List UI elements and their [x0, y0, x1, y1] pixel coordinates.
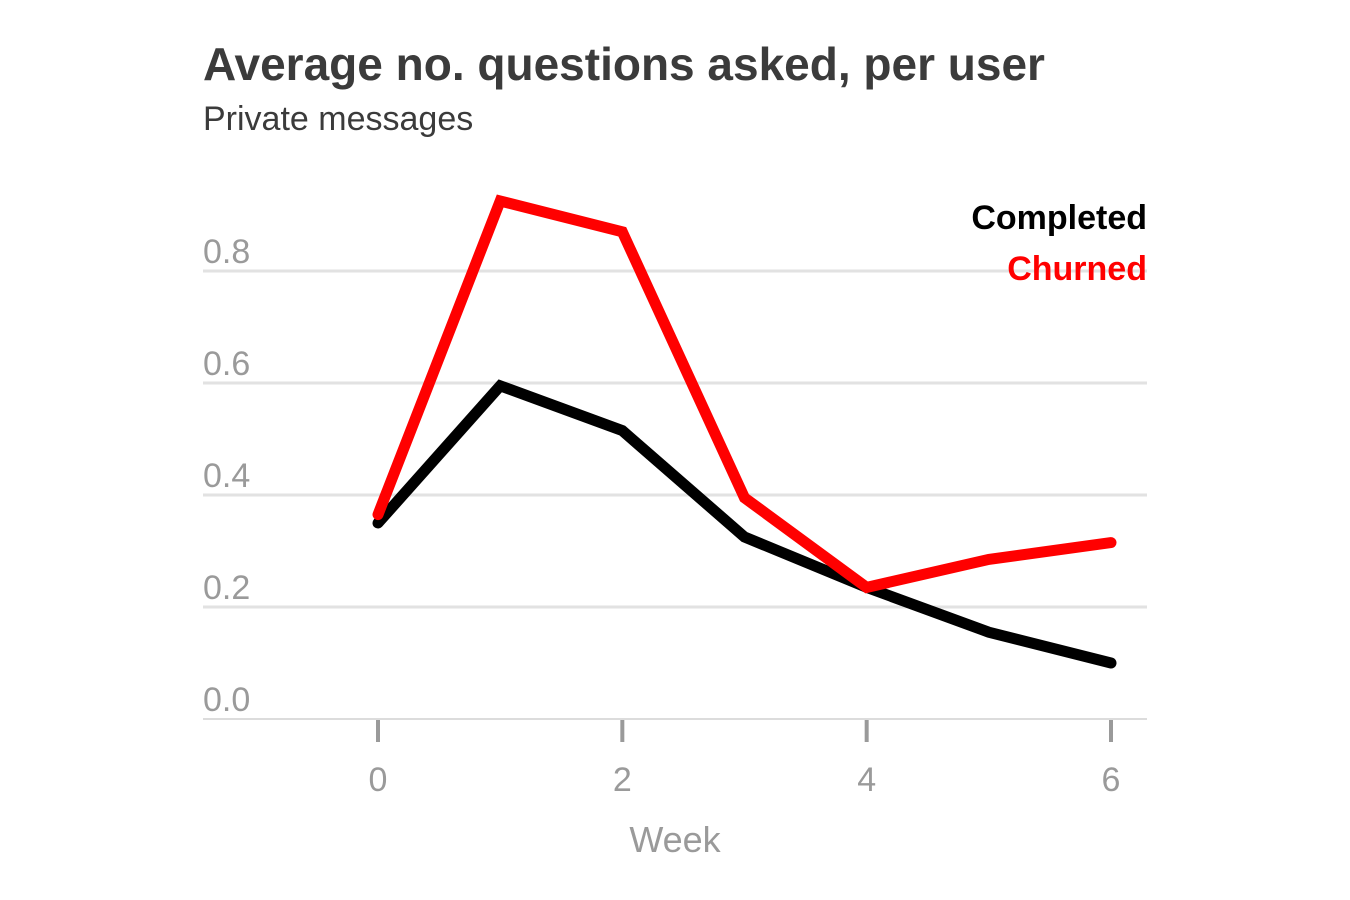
series-lines [372, 194, 1117, 669]
x-axis-ticks: 0 2 4 6 [369, 720, 1121, 799]
chart-title: Average no. questions asked, per user [203, 38, 1045, 90]
series-line-churned [372, 194, 1117, 594]
y-tick-label: 0.8 [203, 233, 250, 271]
y-tick-label: 0.4 [203, 457, 250, 495]
x-tick-label: 2 [613, 761, 632, 799]
chart-subtitle: Private messages [203, 100, 473, 138]
legend-item-completed: Completed [971, 199, 1147, 237]
x-tick-label: 4 [857, 761, 876, 799]
legend-item-churned: Churned [1007, 250, 1147, 288]
legend: Completed Churned [971, 199, 1147, 288]
gridlines [203, 269, 1147, 609]
y-tick-label: 0.0 [203, 681, 250, 719]
y-tick-label: 0.2 [203, 569, 250, 607]
y-axis-tick-labels: 0.0 0.2 0.4 0.6 0.8 [203, 233, 250, 719]
y-tick-label: 0.6 [203, 345, 250, 383]
series-line-completed [372, 379, 1117, 669]
x-tick-label: 6 [1102, 761, 1121, 799]
x-axis-label: Week [629, 819, 721, 860]
x-tick-label: 0 [369, 761, 388, 799]
